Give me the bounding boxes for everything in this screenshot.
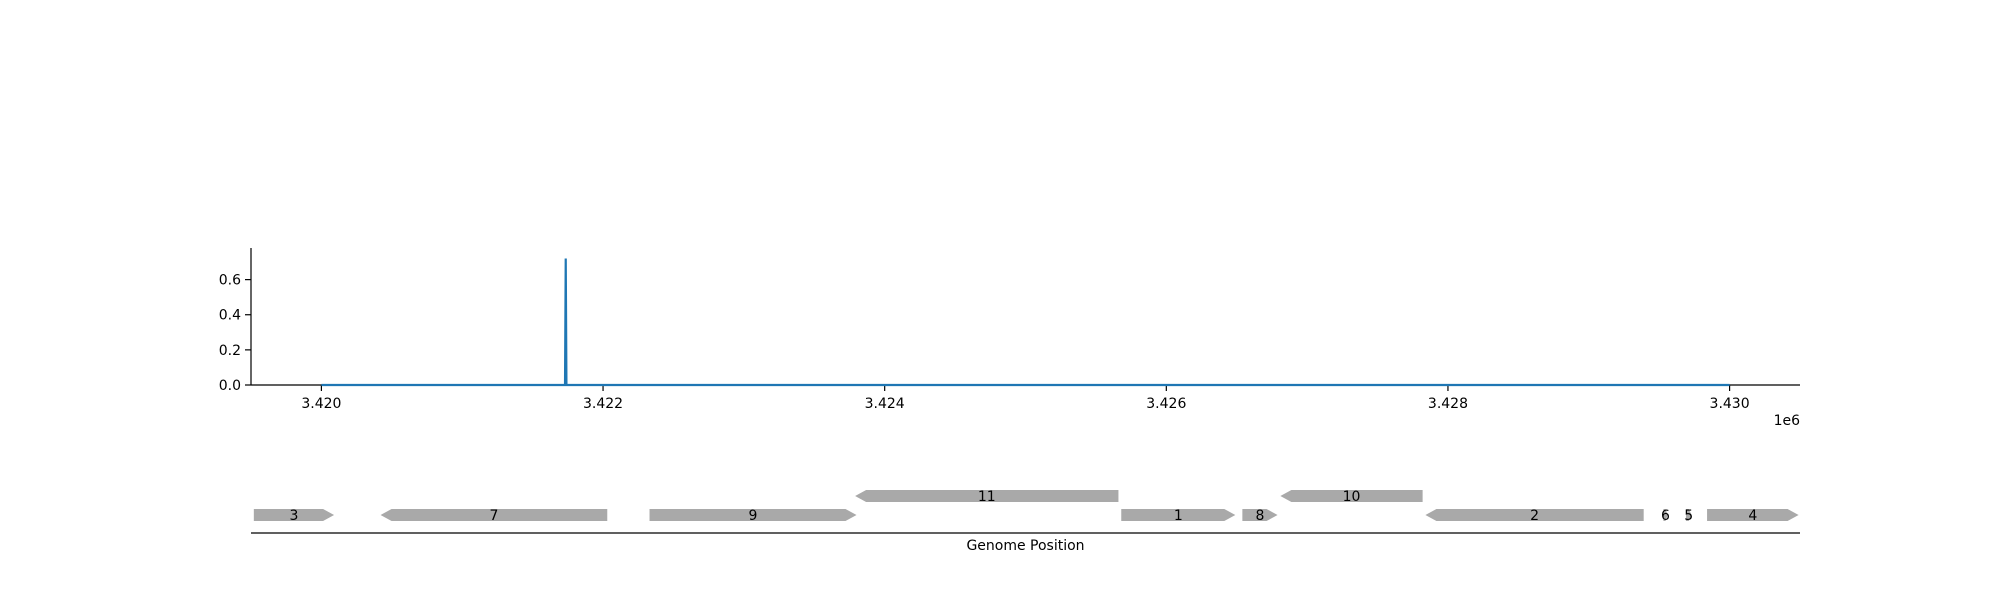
gene-arrow — [253, 509, 335, 521]
gene-arrow — [1280, 490, 1423, 502]
x-offset-label: 1e6 — [1774, 413, 1801, 429]
series-group — [321, 258, 1730, 387]
gene-label: 4 — [1748, 508, 1757, 524]
gene-label: 8 — [1256, 508, 1265, 524]
signal-series-line — [321, 258, 1730, 387]
y-tick-label: 0.6 — [219, 273, 241, 289]
x-tick-label: 3.424 — [865, 396, 905, 412]
gene-label: 10 — [1343, 489, 1361, 505]
gene-label: 6 — [1661, 508, 1670, 524]
gene-arrow — [1663, 509, 1668, 521]
gene-label: 9 — [749, 508, 758, 524]
gene-label: 1 — [1174, 508, 1183, 524]
y-tick-label: 0.2 — [219, 343, 241, 359]
gene-arrow — [855, 490, 1119, 502]
gene-label: 3 — [289, 508, 298, 524]
gene-label: 5 — [1684, 508, 1693, 524]
gene-arrow — [380, 509, 608, 521]
gene-arrow — [1121, 509, 1236, 521]
x-tick-label: 3.422 — [583, 396, 623, 412]
gene-label: 11 — [978, 489, 996, 505]
x-tick-label: 3.428 — [1428, 396, 1468, 412]
gene-arrow — [1685, 509, 1692, 521]
gene-arrow — [1425, 509, 1644, 521]
signal-panel: 0.00.20.40.6 3.420 3.422 3.424 3.426 3.428 3.… — [219, 248, 1800, 429]
y-ticks: 0.0 0.2 0.4 0.6 — [219, 273, 251, 394]
y-tick-label: 0.4 — [219, 308, 241, 324]
x-ticks: 3.420 3.422 3.424 3.426 3.428 3.430 — [301, 385, 1750, 412]
x-tick-label: 3.420 — [301, 396, 341, 412]
x-axis-label: Genome Position — [966, 538, 1084, 554]
gene-label: 2 — [1530, 508, 1539, 524]
gene-label: 7 — [489, 508, 498, 524]
gene-arrow — [1707, 509, 1799, 521]
gene-arrow — [649, 509, 857, 521]
x-tick-label: 3.426 — [1146, 396, 1186, 412]
gene-arrow — [1242, 509, 1278, 521]
x-tick-label: 3.430 — [1710, 396, 1750, 412]
y-tick-label: 0.0 — [219, 378, 241, 394]
